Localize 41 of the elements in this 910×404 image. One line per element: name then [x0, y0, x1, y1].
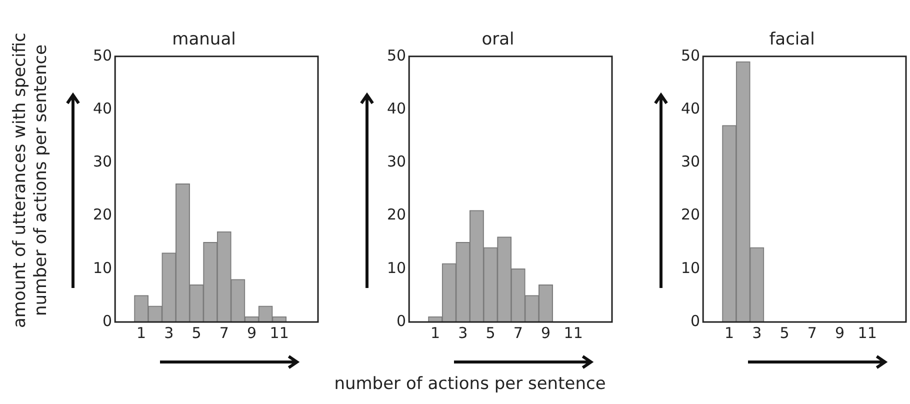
x-tick-label: 5 [486, 324, 496, 342]
y-tick-label: 30 [680, 152, 700, 171]
x-tick-label: 11 [858, 324, 877, 342]
y-tick-label: 10 [386, 258, 406, 277]
x-tick-label: 7 [807, 324, 817, 342]
x-tick-label: 7 [219, 324, 229, 342]
x-tick-label: 9 [540, 324, 551, 342]
y-tick-label: 40 [92, 99, 112, 118]
x-tick-label: 3 [164, 324, 174, 342]
y-tick-label: 0 [396, 312, 406, 330]
y-tick-label: 50 [386, 46, 406, 64]
y-tick-label: 10 [92, 258, 112, 277]
x-tick-label: 9 [834, 324, 845, 342]
chart-title: facial [769, 30, 815, 50]
y-tick-label: 20 [92, 206, 112, 224]
x-tick-label: 1 [430, 324, 440, 342]
x-tick-label: 5 [780, 324, 790, 342]
y-tick-label: 50 [680, 46, 700, 64]
x-tick-label: 9 [246, 324, 257, 342]
x-tick-label: 1 [724, 324, 734, 342]
y-tick-label: 20 [680, 206, 700, 224]
chart-title: manual [172, 30, 236, 50]
y-tick-label: 30 [386, 152, 406, 171]
x-tick-label: 7 [513, 324, 523, 342]
x-axis-title: number of actions per sentence [333, 374, 607, 394]
x-tick-label: 11 [270, 324, 289, 342]
y-tick-label: 50 [92, 46, 112, 64]
y-tick-label: 40 [386, 99, 406, 118]
y-tick-label: 0 [690, 312, 700, 330]
y-tick-label: 40 [680, 99, 700, 118]
y-axis-title: amount of utterances with specific number of actions per sentence [10, 31, 52, 330]
x-tick-label: 11 [564, 324, 583, 342]
y-tick-label: 20 [386, 206, 406, 224]
x-tick-label: 5 [192, 324, 202, 342]
y-tick-label: 30 [92, 152, 112, 171]
chart-title: oral [482, 30, 514, 50]
x-tick-label: 3 [752, 324, 762, 342]
y-tick-label: 10 [680, 258, 700, 277]
x-tick-label: 1 [136, 324, 146, 342]
y-tick-label: 0 [102, 312, 112, 330]
x-tick-label: 3 [458, 324, 468, 342]
